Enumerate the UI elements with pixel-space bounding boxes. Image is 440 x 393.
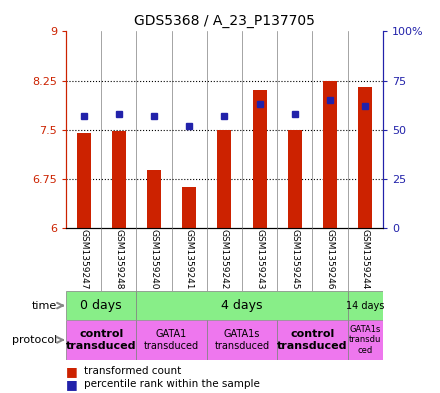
- Bar: [112, 131, 126, 228]
- Text: transformed count: transformed count: [84, 366, 181, 376]
- Text: GSM1359248: GSM1359248: [114, 229, 123, 290]
- Text: 14 days: 14 days: [346, 301, 385, 310]
- Text: ■: ■: [66, 378, 78, 391]
- Bar: [147, 170, 161, 228]
- Bar: [253, 90, 267, 228]
- Text: 4 days: 4 days: [221, 299, 263, 312]
- Bar: [66, 320, 136, 360]
- Title: GDS5368 / A_23_P137705: GDS5368 / A_23_P137705: [134, 14, 315, 28]
- Bar: [66, 291, 136, 320]
- Bar: [207, 320, 277, 360]
- Text: percentile rank within the sample: percentile rank within the sample: [84, 379, 260, 389]
- Text: GATA1s
transduced: GATA1s transduced: [214, 329, 270, 351]
- Bar: [217, 130, 231, 228]
- Bar: [323, 81, 337, 228]
- Text: GSM1359241: GSM1359241: [185, 229, 194, 290]
- Bar: [136, 320, 207, 360]
- Text: ■: ■: [66, 365, 78, 378]
- Text: GSM1359240: GSM1359240: [150, 229, 158, 290]
- Bar: [348, 320, 383, 360]
- Bar: [182, 187, 196, 228]
- Text: GSM1359246: GSM1359246: [326, 229, 334, 290]
- Text: GSM1359247: GSM1359247: [79, 229, 88, 290]
- Bar: [288, 130, 302, 228]
- Bar: [77, 133, 91, 228]
- Text: time: time: [32, 301, 57, 310]
- Text: 0 days: 0 days: [81, 299, 122, 312]
- Bar: [136, 291, 348, 320]
- Text: GATA1
transduced: GATA1 transduced: [144, 329, 199, 351]
- Text: GSM1359245: GSM1359245: [290, 229, 299, 290]
- Text: protocol: protocol: [12, 335, 57, 345]
- Text: GATA1s
transdu
ced: GATA1s transdu ced: [349, 325, 381, 355]
- Text: control
transduced: control transduced: [277, 329, 348, 351]
- Bar: [348, 291, 383, 320]
- Text: GSM1359242: GSM1359242: [220, 229, 229, 290]
- Text: control
transduced: control transduced: [66, 329, 136, 351]
- Text: GSM1359243: GSM1359243: [255, 229, 264, 290]
- Bar: [277, 320, 348, 360]
- Bar: [358, 87, 372, 228]
- Text: GSM1359244: GSM1359244: [361, 229, 370, 290]
